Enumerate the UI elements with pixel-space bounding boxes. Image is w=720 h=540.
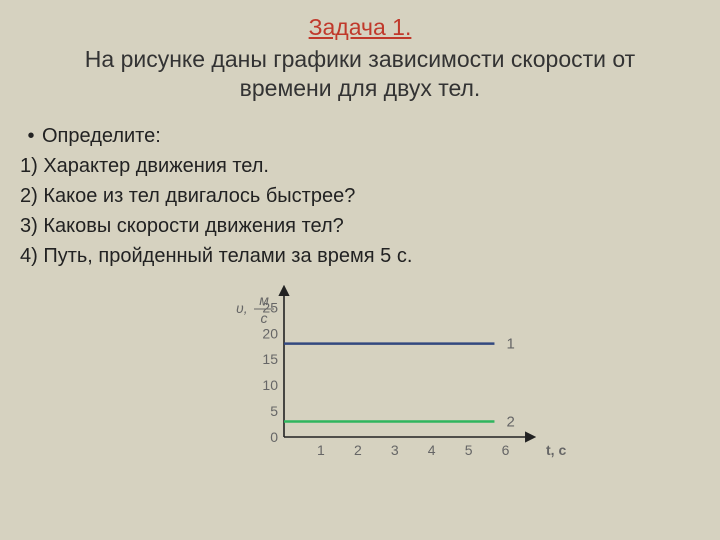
x-tick-label: 6 [502, 442, 510, 458]
y-tick-label: 10 [262, 377, 278, 393]
x-tick-label: 4 [428, 442, 436, 458]
bullet-label: Определите: [42, 121, 161, 151]
x-tick-label: 2 [354, 442, 362, 458]
question-4: 4) Путь, пройденный телами за время 5 с. [20, 241, 706, 271]
y-tick-label: 0 [270, 429, 278, 445]
x-tick-label: 3 [391, 442, 399, 458]
y-tick-label: 15 [262, 351, 278, 367]
x-tick-label: 1 [317, 442, 325, 458]
problem-subtitle: На рисунке даны графики зависимости скор… [14, 45, 706, 103]
y-axis-symbol: υ, [236, 300, 248, 316]
subtitle-line2: времени для двух тел. [240, 75, 481, 101]
velocity-chart: 0510152025123456t, cυ,мс12 [154, 277, 594, 472]
chart-container: 0510152025123456t, cυ,мс12 [14, 277, 720, 472]
line-2-label: 2 [506, 413, 514, 430]
question-1: 1) Характер движения тел. [20, 151, 706, 181]
y-axis-denom: с [261, 310, 268, 326]
line-1-label: 1 [506, 335, 514, 352]
y-tick-label: 5 [270, 403, 278, 419]
question-2: 2) Какое из тел двигалось быстрее? [20, 181, 706, 211]
problem-title: Задача 1. [14, 14, 706, 41]
x-tick-label: 5 [465, 442, 473, 458]
question-bullet-row: • Определите: [20, 121, 706, 151]
y-axis-numer: м [259, 292, 269, 308]
question-3: 3) Каковы скорости движения тел? [20, 211, 706, 241]
bullet-dot: • [20, 121, 42, 151]
x-axis-label: t, c [546, 442, 566, 458]
slide: Задача 1. На рисунке даны графики зависи… [0, 0, 720, 540]
y-tick-label: 20 [262, 325, 278, 341]
subtitle-line1: На рисунке даны графики зависимости скор… [85, 46, 635, 72]
question-list: • Определите: 1) Характер движения тел. … [14, 121, 706, 271]
